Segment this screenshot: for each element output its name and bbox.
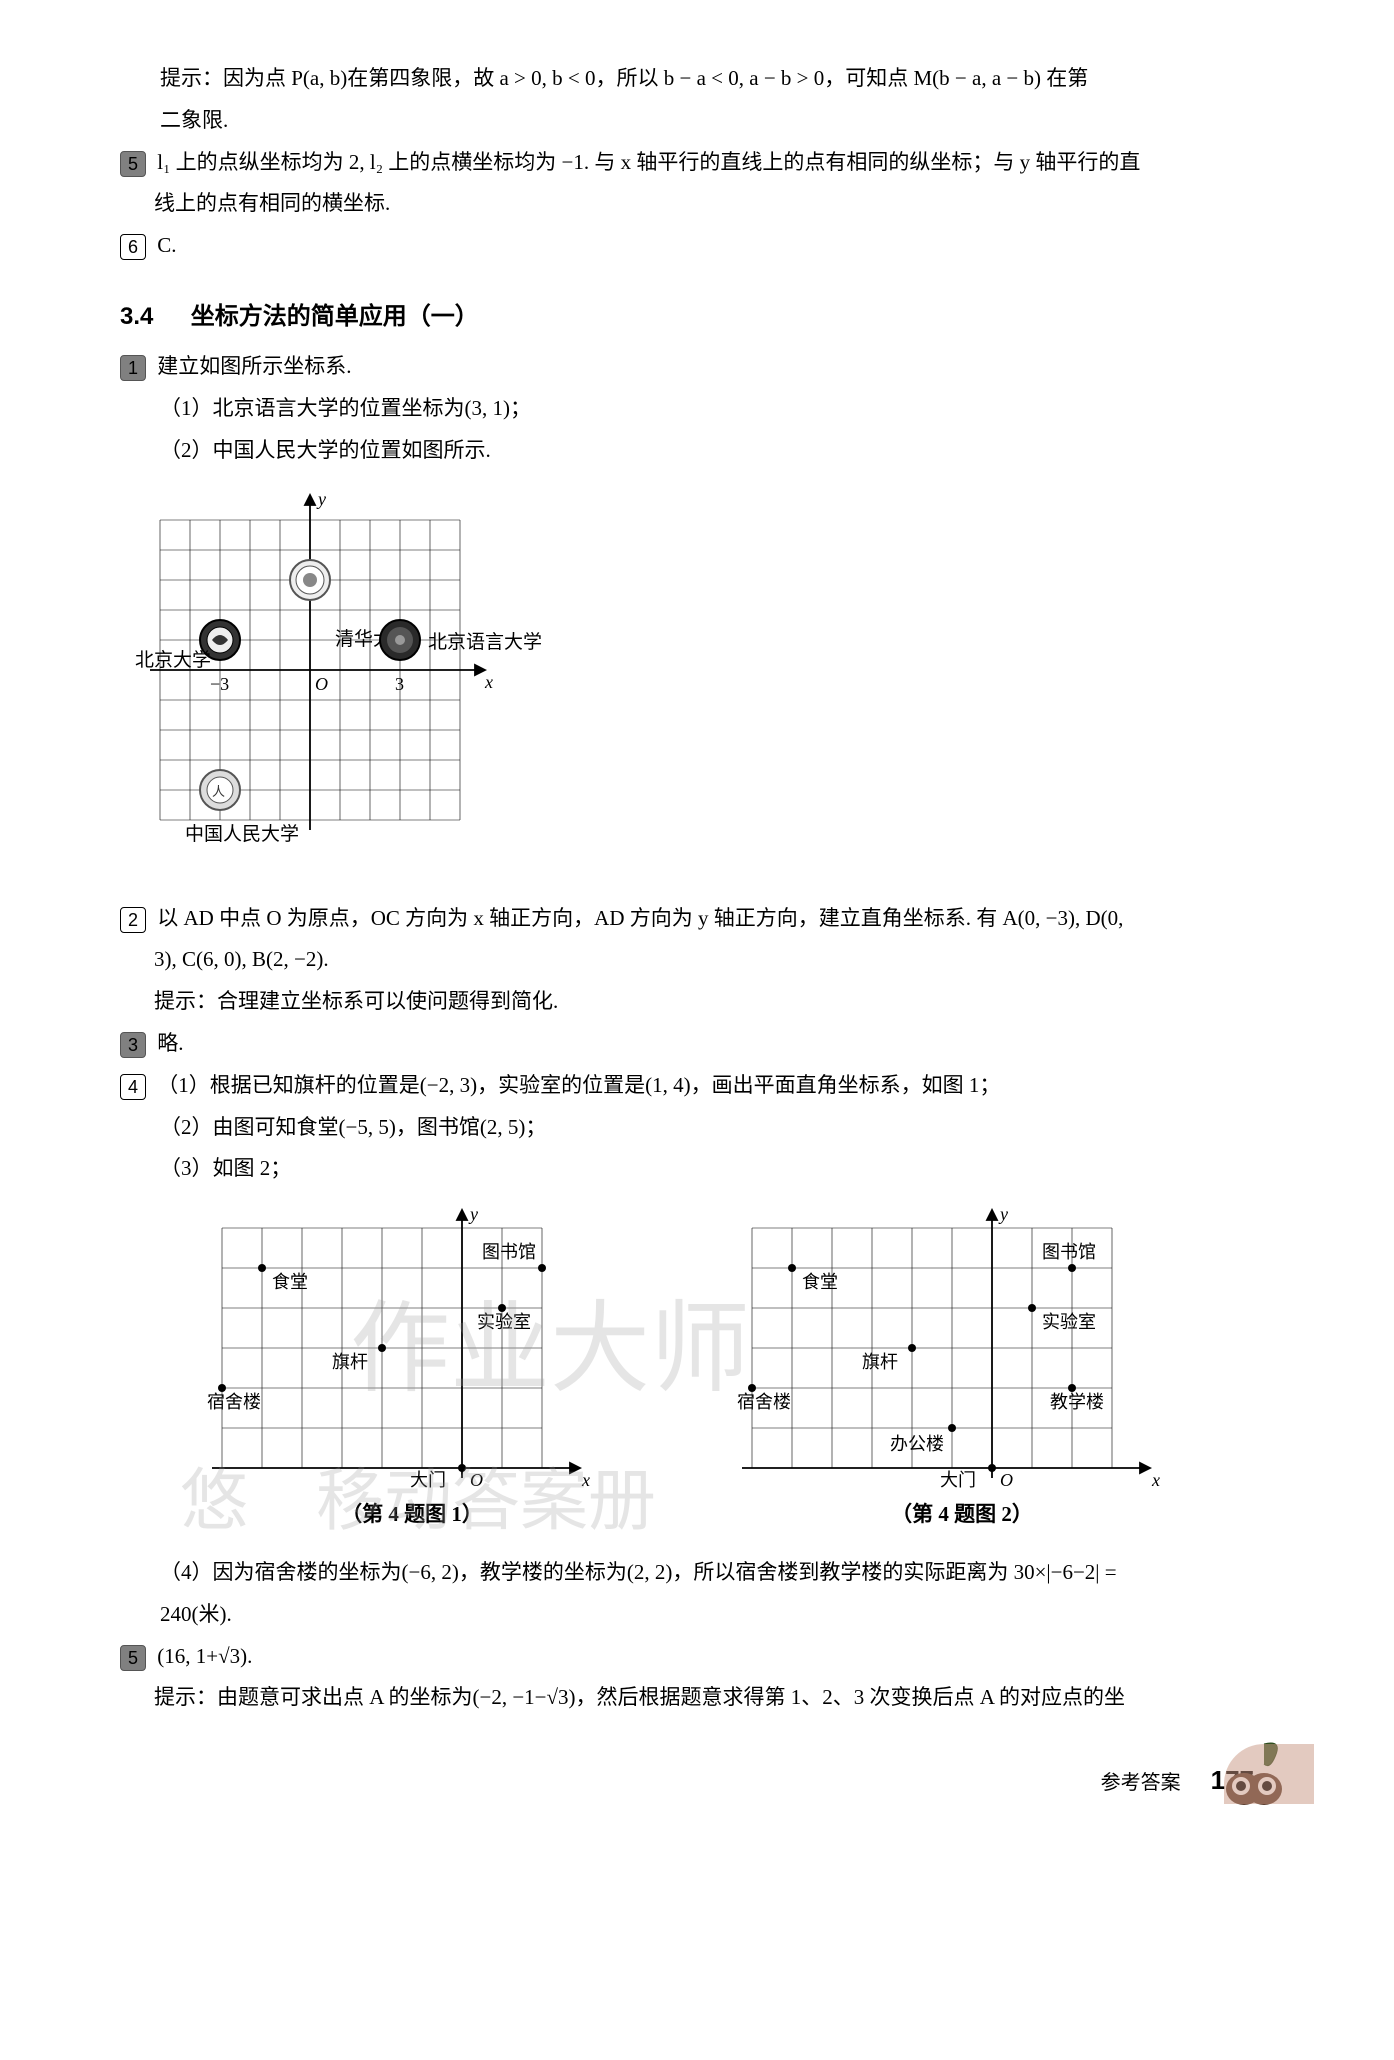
svg-text:办公楼: 办公楼	[890, 1434, 944, 1454]
text: (16, 1+√3).	[157, 1644, 252, 1668]
text: 提示：由题意可求出点 A 的坐标为(−2, −1−√3)，然后根据题意求得第 1…	[154, 1685, 1125, 1709]
number-box-6: 6	[120, 234, 146, 260]
q4-part-3: （3）如图 2；	[160, 1150, 1314, 1188]
figure-row: y x O 大门 食堂 图书馆 实验室 旗杆 宿舍楼	[80, 1208, 1314, 1534]
svg-text:人: 人	[212, 784, 225, 799]
number-box-4: 4	[120, 1074, 146, 1100]
renmin-label: 中国人民大学	[185, 823, 299, 845]
text: 以 AD 中点 O 为原点，OC 方向为 x 轴正方向，AD 方向为 y 轴正方…	[157, 906, 1123, 930]
text: 240(米).	[160, 1602, 232, 1626]
question-6: 6 C.	[120, 227, 1314, 265]
neg3-label: −3	[210, 674, 229, 694]
hint-line-2: 二象限.	[160, 102, 1314, 140]
q4-part-2: （2）由图可知食堂(−5, 5)，图书馆(2, 5)；	[160, 1109, 1314, 1147]
text: l₁ 上的点纵坐标均为 2, l₂ 上的点横坐标均为 −1. 与 x 轴平行的直…	[157, 150, 1140, 174]
question-5-cont: 线上的点有相同的横坐标.	[154, 185, 1314, 223]
svg-text:x: x	[1151, 1470, 1160, 1488]
section-title: 3.4 坐标方法的简单应用（一）	[120, 295, 1314, 338]
text: 建立如图所示坐标系.	[157, 354, 351, 378]
question-2-cont: 3), C(6, 0), B(2, −2).	[154, 941, 1314, 979]
peking-label: 北京大学	[135, 649, 211, 671]
svg-text:大门: 大门	[940, 1470, 976, 1488]
text: （1）北京语言大学的位置坐标为(3, 1)；	[160, 396, 531, 420]
svg-text:教学楼: 教学楼	[1050, 1392, 1104, 1412]
text: 3), C(6, 0), B(2, −2).	[154, 947, 329, 971]
x-axis-label: x	[484, 672, 493, 692]
svg-text:图书馆: 图书馆	[482, 1242, 536, 1262]
number-box-1: 1	[120, 355, 146, 381]
section-number: 3.4	[120, 303, 153, 330]
text: （1）根据已知旗杆的位置是(−2, 3)，实验室的位置是(1, 4)，画出平面直…	[157, 1073, 1000, 1097]
svg-text:y: y	[998, 1208, 1008, 1224]
page-footer: 参考答案 177	[80, 1757, 1314, 1804]
q1-part-1: （1）北京语言大学的位置坐标为(3, 1)；	[160, 390, 1314, 428]
svg-text:旗杆: 旗杆	[332, 1352, 368, 1372]
grid-svg: y x O −3 3 清华大学 北京大学 北京语言大学 人 中国人民	[80, 490, 580, 880]
text: （4）因为宿舍楼的坐标为(−6, 2)，教学楼的坐标为(2, 2)，所以宿舍楼到…	[160, 1560, 1117, 1584]
number-box-3: 3	[120, 1032, 146, 1058]
figure-4-1: y x O 大门 食堂 图书馆 实验室 旗杆 宿舍楼	[192, 1208, 632, 1534]
svg-text:x: x	[581, 1470, 590, 1488]
svg-text:O: O	[1000, 1470, 1013, 1488]
text: 二象限.	[160, 108, 228, 132]
text: （2）中国人民大学的位置如图所示.	[160, 438, 491, 462]
svg-text:实验室: 实验室	[1042, 1312, 1096, 1332]
question-3: 3 略.	[120, 1025, 1314, 1063]
svg-text:大门: 大门	[410, 1470, 446, 1488]
svg-text:y: y	[468, 1208, 478, 1224]
number-box-5: 5	[120, 151, 146, 177]
figure-4-2: y x O 大门 食堂 图书馆 实验室 旗杆 宿舍楼 办公楼	[722, 1208, 1202, 1534]
caption-2: （第 4 题图 2）	[722, 1496, 1202, 1534]
q4-part-4b: 240(米).	[160, 1596, 1314, 1634]
text: 略.	[157, 1031, 183, 1055]
text: （3）如图 2；	[160, 1156, 291, 1180]
svg-text:宿舍楼: 宿舍楼	[207, 1392, 261, 1412]
svg-text:图书馆: 图书馆	[1042, 1242, 1096, 1262]
number-box-2: 2	[120, 907, 146, 933]
text: 提示：合理建立坐标系可以使问题得到简化.	[154, 989, 558, 1013]
svg-text:旗杆: 旗杆	[862, 1352, 898, 1372]
question-2-hint: 提示：合理建立坐标系可以使问题得到简化.	[154, 983, 1314, 1021]
number-box-5b: 5	[120, 1645, 146, 1671]
text: 线上的点有相同的横坐标.	[154, 191, 390, 215]
q1-part-2: （2）中国人民大学的位置如图所示.	[160, 432, 1314, 470]
svg-text:食堂: 食堂	[802, 1272, 838, 1292]
svg-text:实验室: 实验室	[477, 1312, 531, 1332]
text: （2）由图可知食堂(−5, 5)，图书馆(2, 5)；	[160, 1115, 546, 1139]
question-4: 4 （1）根据已知旗杆的位置是(−2, 3)，实验室的位置是(1, 4)，画出平…	[120, 1067, 1314, 1105]
y-axis-label: y	[316, 490, 326, 509]
question-5b-hint: 提示：由题意可求出点 A 的坐标为(−2, −1−√3)，然后根据题意求得第 1…	[154, 1679, 1314, 1717]
caption-1: （第 4 题图 1）	[192, 1496, 632, 1534]
pos3-label: 3	[395, 674, 404, 694]
question-1: 1 建立如图所示坐标系.	[120, 348, 1314, 386]
figure-1-universities: y x O −3 3 清华大学 北京大学 北京语言大学 人 中国人民	[80, 490, 1314, 880]
q4-part-4: （4）因为宿舍楼的坐标为(−6, 2)，教学楼的坐标为(2, 2)，所以宿舍楼到…	[160, 1554, 1314, 1592]
text: 提示：因为点 P(a, b)在第四象限，故 a > 0, b < 0，所以 b …	[160, 66, 1088, 90]
text: C.	[157, 233, 176, 257]
question-5b: 5 (16, 1+√3).	[120, 1638, 1314, 1676]
question-2: 2 以 AD 中点 O 为原点，OC 方向为 x 轴正方向，AD 方向为 y 轴…	[120, 900, 1314, 938]
svg-text:食堂: 食堂	[272, 1272, 308, 1292]
origin-label: O	[315, 674, 328, 694]
svg-text:宿舍楼: 宿舍楼	[737, 1392, 791, 1412]
bilu-label: 北京语言大学	[428, 631, 542, 653]
footer-label: 参考答案	[1101, 1772, 1181, 1794]
question-5: 5 l₁ 上的点纵坐标均为 2, l₂ 上的点横坐标均为 −1. 与 x 轴平行…	[120, 144, 1314, 182]
corner-stamp	[1224, 1744, 1314, 1804]
hint-line-1: 提示：因为点 P(a, b)在第四象限，故 a > 0, b < 0，所以 b …	[160, 60, 1314, 98]
svg-text:O: O	[470, 1470, 483, 1488]
section-name: 坐标方法的简单应用（一）	[191, 303, 479, 330]
